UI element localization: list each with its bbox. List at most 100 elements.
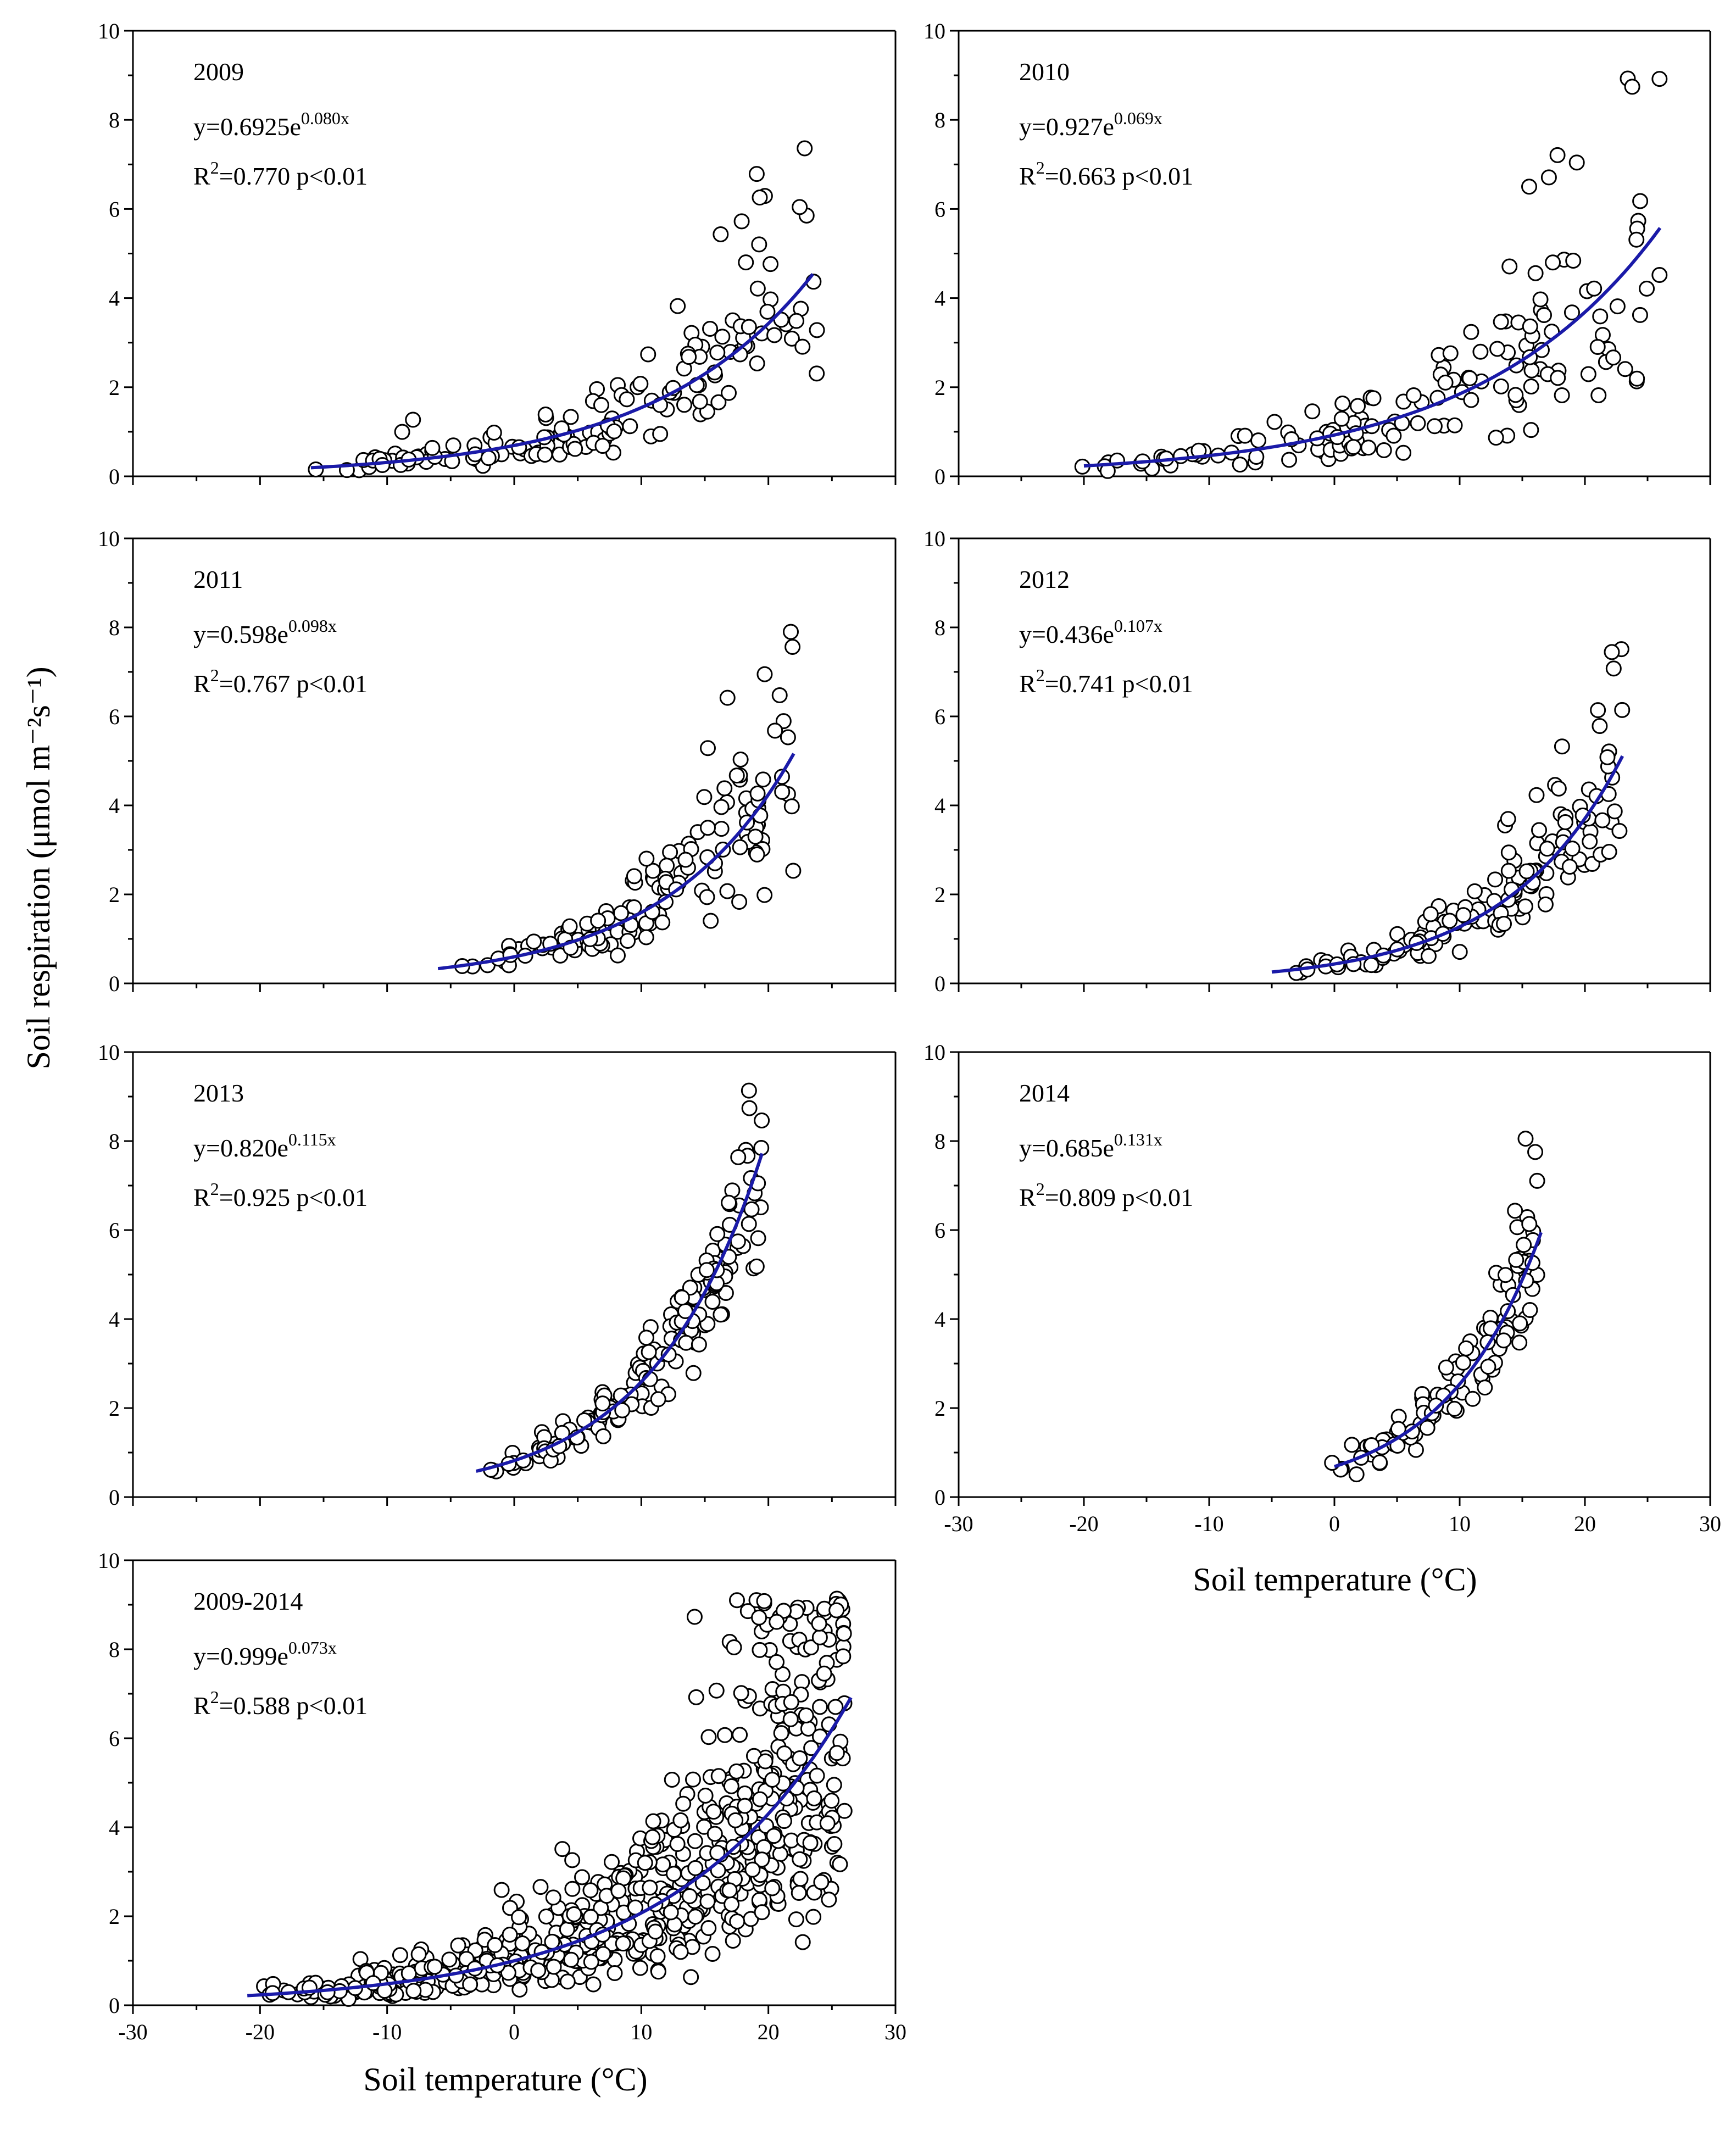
scatter-point: [702, 321, 719, 337]
y-tick-label: 6: [934, 1218, 945, 1243]
scatter-point: [709, 1844, 726, 1861]
scatter-point: [554, 1841, 571, 1857]
scatter-point: [441, 1951, 458, 1968]
scatter-point: [687, 1860, 704, 1876]
scatter-point: [1405, 387, 1422, 404]
y-tick-label: 4: [109, 793, 120, 818]
scatter-point: [537, 447, 553, 463]
scatter-point: [691, 1336, 707, 1353]
fit-curve: [475, 1153, 764, 1473]
scatter-point: [802, 1834, 819, 1851]
x-tick-label: -10: [1194, 1511, 1223, 1536]
scatter-point: [756, 887, 773, 903]
scatter-point: [1604, 644, 1620, 660]
scatter-point: [538, 1909, 554, 1925]
scatter-point: [1344, 1437, 1360, 1453]
scatter-point: [721, 1882, 738, 1899]
scatter-point: [1563, 304, 1580, 321]
scatter-point: [392, 1947, 408, 1963]
y-tick-label: 6: [109, 197, 120, 221]
scatter-point: [769, 1614, 785, 1630]
fit-curve: [437, 753, 795, 971]
scatter-point: [652, 426, 669, 442]
scatter-point: [811, 1629, 828, 1645]
scatter-point: [754, 1851, 770, 1868]
scatter-point: [567, 441, 583, 457]
scatter-point: [699, 889, 715, 905]
scatter-point: [756, 666, 773, 682]
scatter-point: [564, 1881, 581, 1897]
scatter-point: [732, 752, 749, 768]
scatter-point: [615, 1935, 631, 1952]
scatter-point: [622, 418, 638, 435]
scatter-point: [776, 1745, 793, 1762]
scatter-point: [731, 894, 748, 910]
scatter-point: [728, 1763, 745, 1779]
scatter-point: [687, 1833, 703, 1849]
scatter-point: [559, 1973, 576, 1990]
scatter-point: [1463, 392, 1479, 408]
scatter-point: [1516, 1237, 1532, 1253]
scatter-point: [585, 1976, 602, 1993]
panel-2011: 0 2 4 6 8 10 2011 y=0.598e0.098x R2=0.767 p<0.01: [98, 526, 897, 996]
x-tick-label: 20: [758, 2020, 780, 2044]
scatter-point: [1363, 957, 1379, 974]
scatter-point: [724, 1896, 740, 1912]
scatter-point: [1237, 427, 1253, 444]
scatter-point: [692, 393, 708, 410]
scatter-point: [771, 687, 788, 703]
scatter-point: [583, 1954, 599, 1970]
scatter-point: [1639, 280, 1655, 297]
scatter-point: [806, 1790, 822, 1807]
scatter-point: [1589, 338, 1606, 355]
scatter-point: [788, 313, 805, 329]
scatter-point: [785, 863, 802, 879]
scatter-point: [669, 1836, 686, 1853]
scatter-point: [1617, 361, 1633, 377]
scatter-point: [654, 914, 671, 931]
scatter-point: [812, 1699, 828, 1715]
scatter-point: [561, 918, 578, 934]
scatter-point: [699, 1893, 716, 1910]
scatter-points: [1074, 70, 1668, 479]
scatter-point: [744, 1861, 761, 1878]
scatter-point: [696, 789, 713, 805]
scatter-point: [681, 349, 697, 365]
r-squared: R2=0.770 p<0.01: [193, 158, 368, 190]
scatter-point: [1565, 253, 1582, 269]
scatter-point: [514, 1935, 531, 1951]
scatter-point: [1590, 702, 1606, 719]
scatter-point: [1529, 1172, 1545, 1189]
scatter-point: [1628, 231, 1645, 248]
scatter-point: [741, 1100, 758, 1116]
scatter-point: [751, 236, 767, 253]
x-axis-title-right: Soil temperature (°C): [1193, 1561, 1477, 1598]
y-tick-label: 0: [109, 1993, 120, 2018]
scatter-point: [809, 365, 825, 382]
scatter-point: [640, 346, 656, 363]
scatter-point: [798, 1707, 814, 1723]
scatter-point: [665, 1866, 682, 1882]
scatter-point: [1466, 883, 1483, 899]
scatter-point: [698, 1262, 715, 1278]
scatter-point: [681, 1888, 698, 1905]
y-tick-label: 0: [109, 464, 120, 489]
scatter-point: [1348, 1466, 1365, 1483]
scatter-point: [1172, 448, 1189, 464]
scatter-point: [759, 303, 776, 320]
y-tick-label: 8: [934, 1129, 945, 1154]
scatter-point: [1465, 1390, 1481, 1407]
y-tick-label: 4: [109, 286, 120, 311]
scatter-point: [1508, 1251, 1524, 1268]
scatter-point: [754, 1112, 770, 1129]
scatter-point: [1536, 307, 1553, 323]
scatter-point: [594, 438, 611, 454]
y-tick-label: 6: [109, 1218, 120, 1243]
scatter-point: [537, 407, 554, 423]
panel-year: 2011: [193, 565, 243, 593]
scatter-point: [836, 1625, 852, 1642]
scatter-point: [741, 1216, 757, 1232]
scatter-points: [256, 1590, 853, 2007]
scatter-point: [832, 1856, 848, 1872]
y-tick-label: 10: [98, 1040, 120, 1065]
